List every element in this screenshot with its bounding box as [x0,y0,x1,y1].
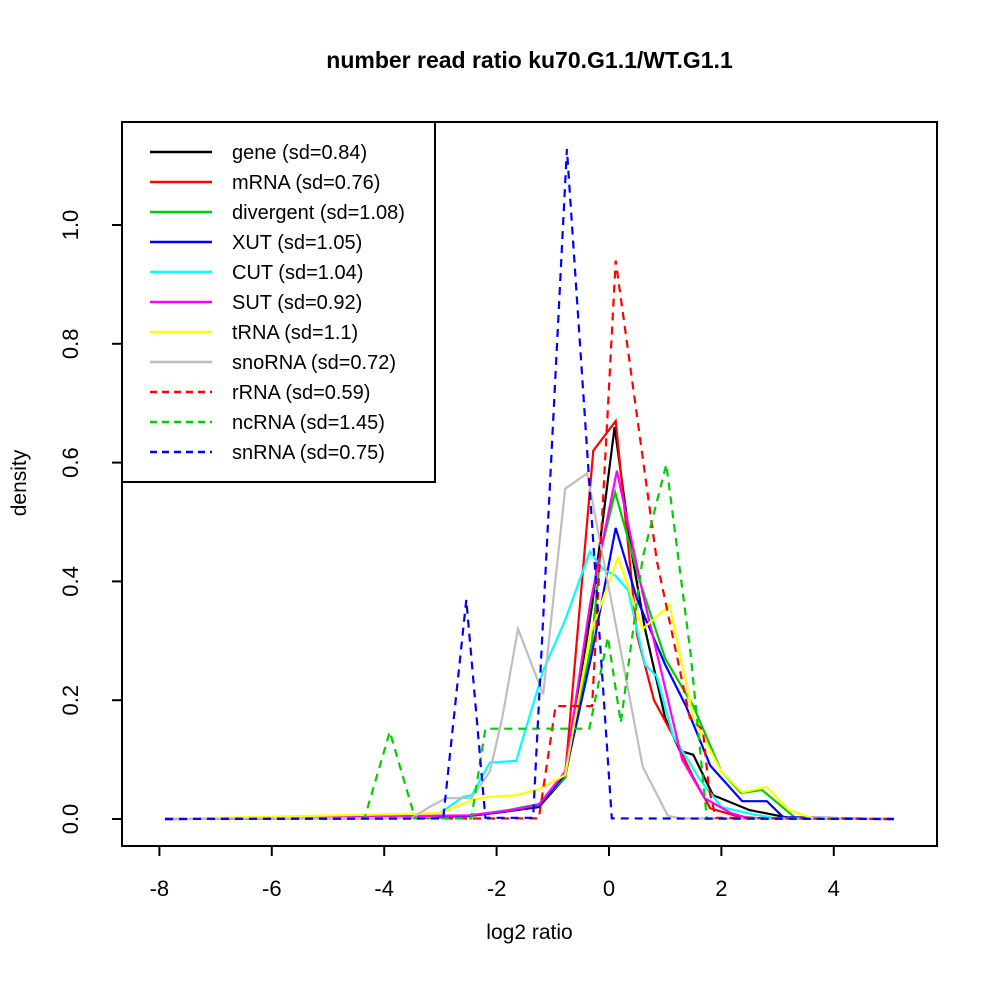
y-tick-label: 0.2 [58,685,83,716]
series-line-SUT [164,470,894,821]
legend-item-label: gene (sd=0.84) [232,142,367,164]
series-line-snoRNA [164,471,894,821]
series-line-CUT [164,549,894,821]
legend-item-snoRNA: snoRNA (sd=0.72) [150,352,396,374]
legend-item-label: rRNA (sd=0.59) [232,382,370,404]
series-line-gene [164,426,894,821]
legend-item-label: mRNA (sd=0.76) [232,172,380,194]
legend-item-label: SUT (sd=0.92) [232,292,362,314]
legend-item-SUT: SUT (sd=0.92) [150,292,362,314]
legend-item-CUT: CUT (sd=1.04) [150,262,363,284]
legend-item-XUT: XUT (sd=1.05) [150,232,362,254]
x-tick-label: -6 [262,876,282,901]
legend-item-label: tRNA (sd=1.1) [232,322,358,344]
legend-item-divergent: divergent (sd=1.08) [150,202,405,224]
legend: gene (sd=0.84) mRNA (sd=0.76) divergent (s… [121,121,436,483]
x-tick-label: 4 [828,876,840,901]
legend-item-label: snRNA (sd=0.75) [232,442,385,464]
x-tick-label: -2 [487,876,507,901]
y-tick-label: 0.0 [58,804,83,835]
series-line-ncRNA [164,464,894,821]
legend-item-label: divergent (sd=1.08) [232,202,405,224]
legend-item-snRNA: snRNA (sd=0.75) [150,442,385,464]
series-line-snRNA [164,148,894,821]
chart-title: number read ratio ku70.G1.1/WT.G1.1 [326,47,733,73]
y-tick-label: 0.4 [58,566,83,597]
legend-item-rRNA: rRNA (sd=0.59) [150,382,370,404]
series-line-tRNA [164,554,894,821]
y-tick-label: 0.6 [58,447,83,478]
legend-item-gene: gene (sd=0.84) [150,142,367,164]
legend-item-mRNA: mRNA (sd=0.76) [150,172,380,194]
x-tick-label: 2 [715,876,727,901]
y-tick-label: 1.0 [58,210,83,241]
legend-item-label: ncRNA (sd=1.45) [232,412,385,434]
legend-item-label: CUT (sd=1.04) [232,262,363,284]
x-tick-label: 0 [603,876,615,901]
series-line-XUT [164,527,894,821]
x-axis-title: log2 ratio [486,921,573,944]
x-tick-label: -8 [150,876,170,901]
y-tick-label: 0.8 [58,329,83,360]
y-axis-title: density [8,449,31,517]
legend-item-ncRNA: ncRNA (sd=1.45) [150,412,385,434]
legend-item-label: XUT (sd=1.05) [232,232,362,254]
x-tick-label: -4 [374,876,394,901]
plot-border [121,121,938,847]
legend-item-tRNA: tRNA (sd=1.1) [150,322,358,344]
legend-item-label: snoRNA (sd=0.72) [232,352,396,374]
series-line-rRNA [164,260,894,821]
